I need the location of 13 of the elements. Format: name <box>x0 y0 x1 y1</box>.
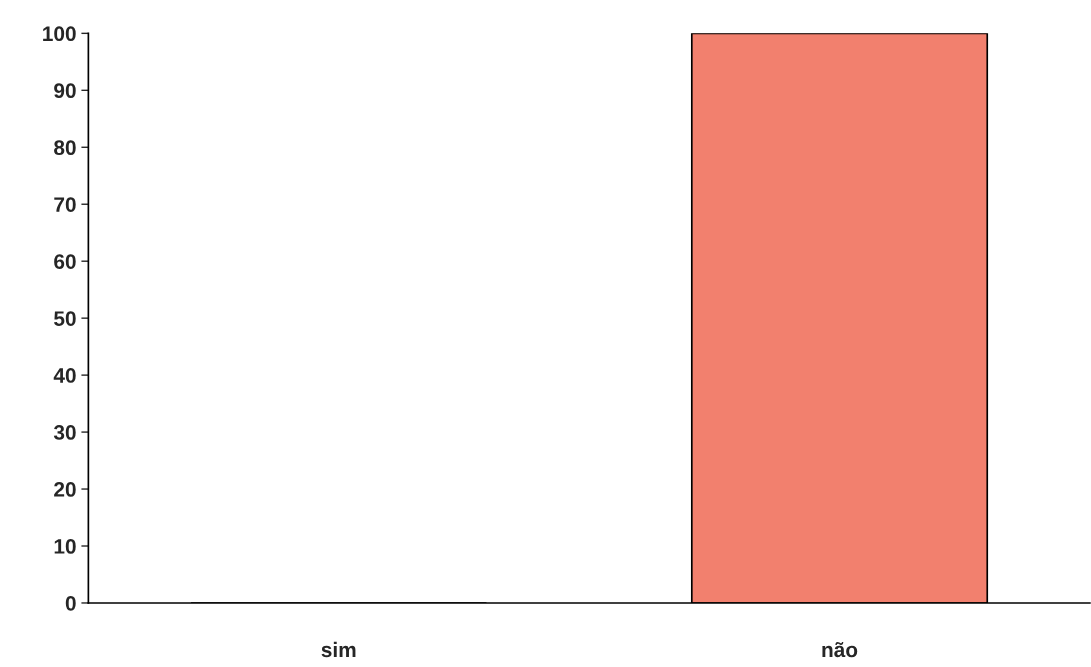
x-tick-label: não <box>822 641 858 658</box>
y-tick-label: 70 <box>54 197 76 212</box>
y-tick-label: 20 <box>54 482 76 497</box>
y-tick-label: 100 <box>43 26 76 42</box>
y-tick-label: 50 <box>54 311 76 326</box>
x-tick-label: sim <box>321 641 356 658</box>
y-tick-label: 0 <box>65 595 76 611</box>
y-tick-label: 60 <box>54 254 76 269</box>
y-tick-label: 30 <box>53 425 76 440</box>
y-tick-label: 40 <box>53 368 76 383</box>
y-tick-label: 90 <box>54 83 76 99</box>
y-tick-label: 80 <box>54 140 76 156</box>
y-tick-label: 10 <box>54 539 76 554</box>
